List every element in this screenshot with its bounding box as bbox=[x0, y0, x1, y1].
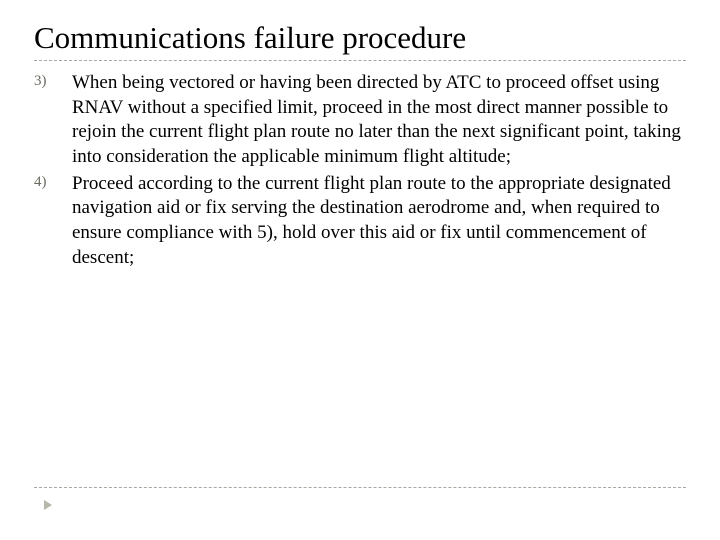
title-divider bbox=[34, 60, 686, 61]
item-text: Proceed according to the current flight … bbox=[72, 172, 686, 271]
bottom-divider bbox=[34, 487, 686, 488]
list-item: 4) Proceed according to the current flig… bbox=[34, 172, 686, 271]
item-text: When being vectored or having been direc… bbox=[72, 71, 686, 170]
item-list: 3) When being vectored or having been di… bbox=[34, 71, 686, 271]
item-number: 4) bbox=[34, 172, 72, 192]
slide: Communications failure procedure 3) When… bbox=[0, 0, 720, 540]
item-number: 3) bbox=[34, 71, 72, 91]
triangle-marker-icon bbox=[44, 500, 52, 510]
list-item: 3) When being vectored or having been di… bbox=[34, 71, 686, 170]
slide-title: Communications failure procedure bbox=[34, 20, 686, 56]
